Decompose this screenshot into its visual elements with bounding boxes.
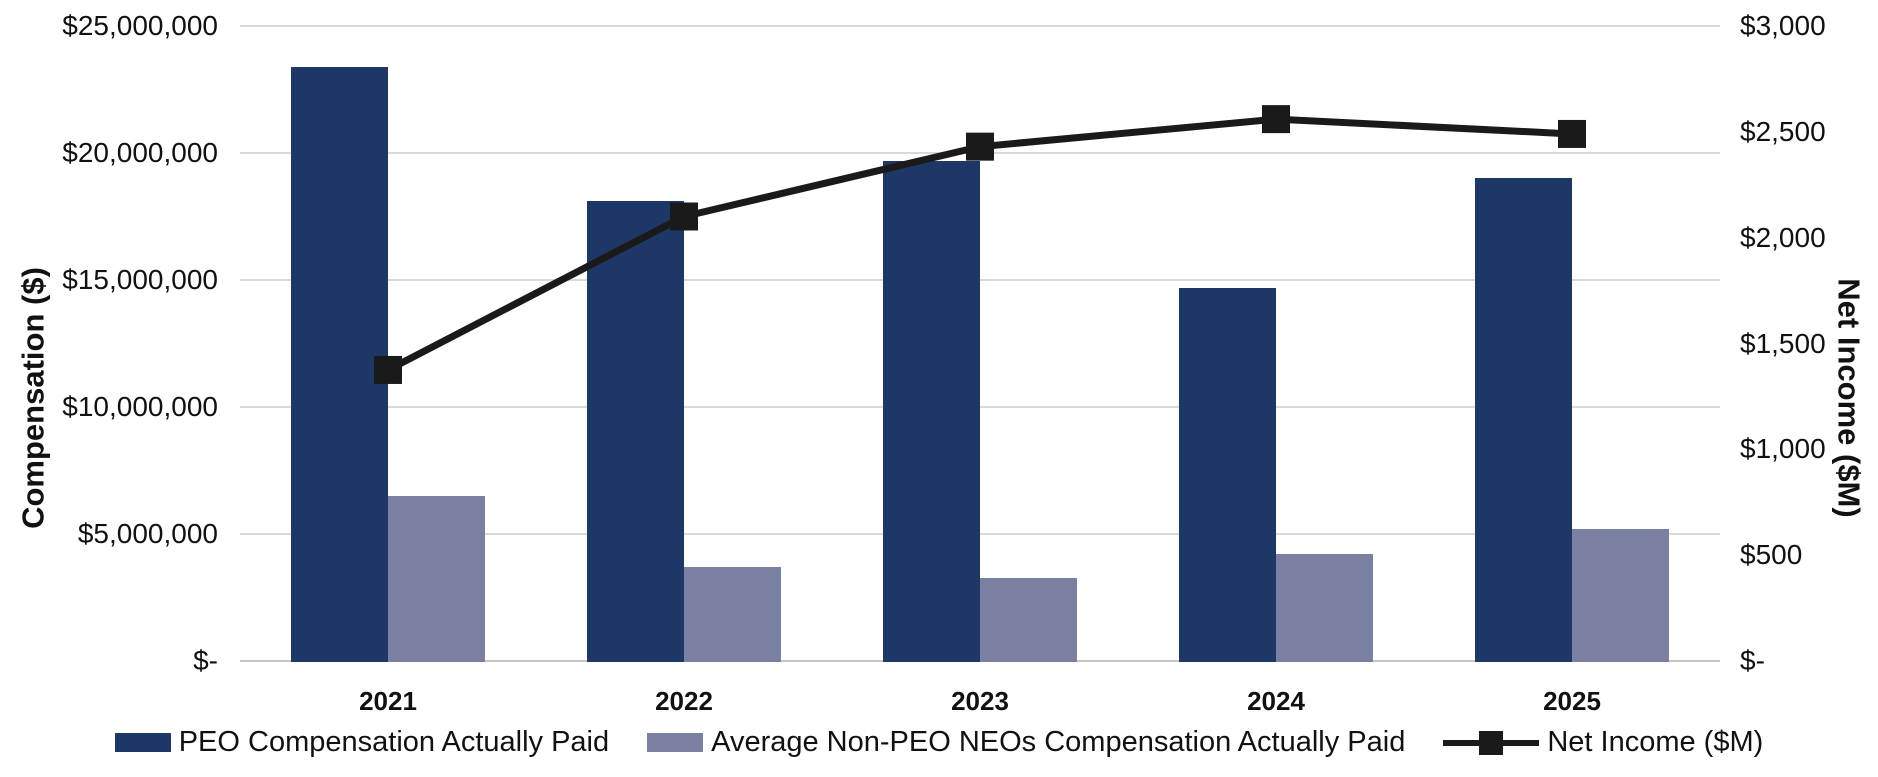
net-income-line bbox=[386, 115, 1573, 374]
nonpeo-compensation-bar-2021 bbox=[388, 495, 485, 662]
x-axis-label-2022: 2022 bbox=[655, 686, 713, 716]
legend-label-peo-compensation: PEO Compensation Actually Paid bbox=[178, 726, 610, 758]
left-axis-tick-label: $15,000,000 bbox=[62, 264, 218, 295]
left-axis-tick-label: $10,000,000 bbox=[62, 391, 218, 422]
legend-label-nonpeo-compensation: Average Non-PEO NEOs Compensation Actual… bbox=[711, 726, 1406, 758]
left-axis-title: Compensation ($) bbox=[15, 267, 51, 529]
legend-item-peo-compensation: PEO Compensation Actually Paid bbox=[114, 726, 610, 758]
nonpeo-compensation-bar-2025 bbox=[1572, 528, 1669, 662]
gridline bbox=[240, 152, 1720, 154]
nonpeo-compensation-bar-2024 bbox=[1276, 554, 1373, 662]
peo-compensation-bar-2021 bbox=[291, 66, 388, 662]
legend-item-nonpeo-compensation: Average Non-PEO NEOs Compensation Actual… bbox=[647, 728, 1405, 757]
x-axis-label-2023: 2023 bbox=[951, 686, 1009, 716]
peo-compensation-bar-2024 bbox=[1179, 287, 1276, 662]
net-income-marker-2024 bbox=[1262, 105, 1290, 134]
right-axis-tick-label: $2,500 bbox=[1740, 115, 1826, 147]
peo-compensation-bar-2025 bbox=[1475, 178, 1572, 662]
left-axis-tick-label: $- bbox=[193, 645, 218, 676]
gridline bbox=[240, 406, 1720, 408]
peo-bar-swatch-icon bbox=[114, 733, 171, 752]
left-axis-tick-label: $5,000,000 bbox=[77, 518, 218, 549]
right-axis-tick-label: $- bbox=[1740, 645, 1765, 676]
chart-legend: PEO Compensation Actually Paid Average N… bbox=[0, 728, 1878, 757]
nonpeo-compensation-bar-2023 bbox=[980, 578, 1077, 662]
x-axis-label-2021: 2021 bbox=[359, 686, 417, 716]
right-axis-tick-label: $3,000 bbox=[1740, 10, 1826, 41]
net-income-marker-2023 bbox=[966, 132, 994, 161]
gridline bbox=[240, 25, 1720, 27]
nonpeo-bar-swatch-icon bbox=[647, 733, 704, 752]
gridline bbox=[240, 533, 1720, 535]
left-axis-tick-label: $20,000,000 bbox=[62, 137, 218, 168]
peo-compensation-bar-2022 bbox=[587, 201, 684, 662]
nonpeo-compensation-bar-2022 bbox=[684, 567, 781, 662]
net-income-marker-2025 bbox=[1558, 119, 1586, 148]
right-axis-title: Net Income ($M) bbox=[1831, 278, 1867, 518]
x-axis-label-2024: 2024 bbox=[1247, 686, 1305, 716]
right-axis-tick-label: $1,500 bbox=[1740, 327, 1826, 359]
right-axis-tick-label: $2,000 bbox=[1740, 221, 1826, 253]
left-axis-tick-label: $25,000,000 bbox=[62, 10, 218, 41]
right-axis-tick-label: $500 bbox=[1740, 539, 1803, 571]
right-axis-tick-label: $1,000 bbox=[1740, 433, 1826, 465]
legend-item-net-income: Net Income ($M) bbox=[1443, 728, 1763, 757]
legend-label-net-income: Net Income ($M) bbox=[1547, 726, 1764, 758]
x-axis-label-2025: 2025 bbox=[1543, 686, 1601, 716]
net-income-line-marker-icon bbox=[1443, 730, 1540, 755]
peo-compensation-bar-2023 bbox=[883, 160, 980, 662]
